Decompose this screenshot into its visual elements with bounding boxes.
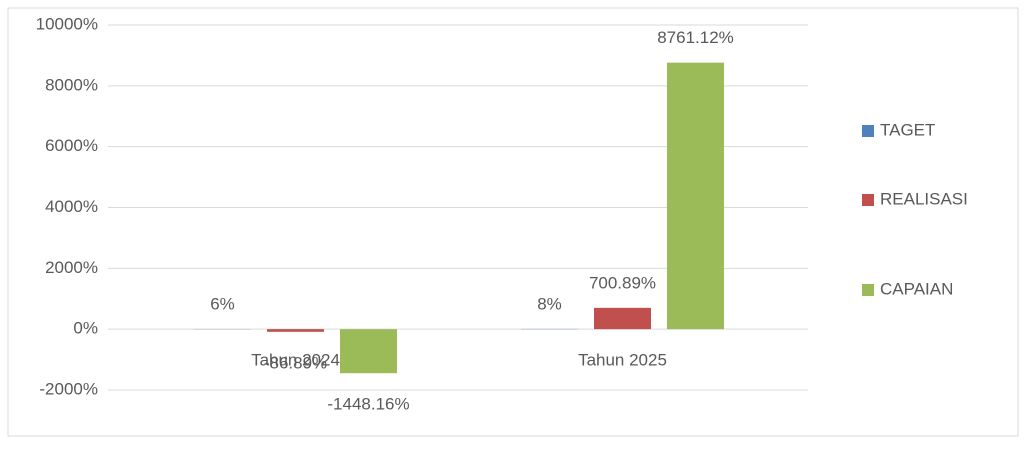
- legend-swatch: [862, 284, 874, 296]
- bar: [594, 308, 651, 329]
- x-tick-label: Tahun 2024: [251, 350, 340, 369]
- bar: [267, 329, 324, 332]
- data-label: 6%: [210, 294, 235, 313]
- chart-border: [8, 8, 1018, 436]
- bar: [667, 63, 724, 329]
- legend-swatch: [862, 194, 874, 206]
- data-label: 8761.12%: [657, 28, 734, 47]
- data-label: 8%: [537, 294, 562, 313]
- legend-label: TAGET: [880, 120, 935, 139]
- y-tick-label: 8000%: [45, 75, 98, 94]
- data-label: -1448.16%: [327, 395, 409, 414]
- data-label: 700.89%: [589, 273, 656, 292]
- y-tick-label: 6000%: [45, 136, 98, 155]
- y-tick-label: 2000%: [45, 258, 98, 277]
- legend-label: REALISASI: [880, 189, 968, 208]
- y-tick-label: -2000%: [39, 379, 98, 398]
- bar: [340, 329, 397, 373]
- legend-label: CAPAIAN: [880, 279, 953, 298]
- y-tick-label: 0%: [73, 319, 98, 338]
- x-tick-label: Tahun 2025: [578, 350, 667, 369]
- legend-swatch: [862, 125, 874, 137]
- y-tick-label: 4000%: [45, 197, 98, 216]
- y-tick-label: 10000%: [36, 14, 98, 33]
